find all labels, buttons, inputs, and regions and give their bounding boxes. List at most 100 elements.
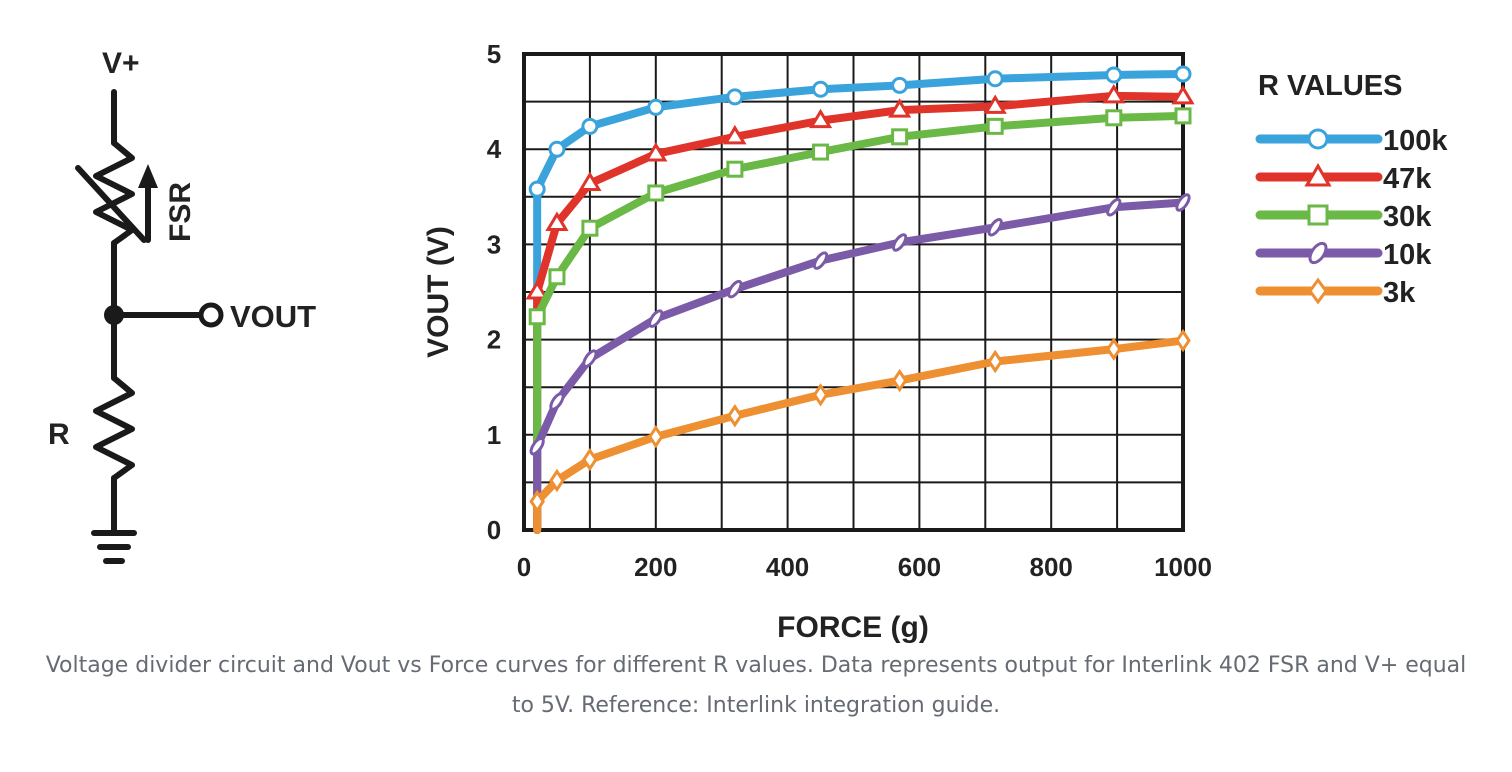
vout-terminal xyxy=(198,302,224,328)
data-point xyxy=(549,392,565,411)
y-tick-label: 1 xyxy=(487,420,501,450)
data-point xyxy=(1307,204,1329,226)
data-point xyxy=(582,349,598,368)
x-tick-labels: 0 200 400 600 800 1000 xyxy=(517,552,1212,582)
plot-frame xyxy=(522,52,1185,532)
legend-item: 30k xyxy=(1255,201,1432,233)
data-point xyxy=(891,368,908,393)
data-point xyxy=(1106,337,1122,361)
data-point xyxy=(578,171,602,191)
y-tick-labels: 0 1 2 3 4 5 xyxy=(487,39,502,545)
series-10k xyxy=(529,193,1191,534)
fsr-variable-arrow xyxy=(75,165,147,243)
data-point xyxy=(1175,193,1191,212)
x-tick-label: 200 xyxy=(634,552,677,582)
series-47k xyxy=(525,83,1195,534)
data-point xyxy=(727,279,743,299)
data-point xyxy=(987,218,1003,237)
series-30k xyxy=(528,107,1192,534)
vout-label: VOUT xyxy=(230,299,316,334)
legend-label: 10k xyxy=(1383,239,1432,271)
data-point xyxy=(812,143,830,161)
data-point xyxy=(1308,241,1328,265)
data-point xyxy=(647,184,665,202)
data-point xyxy=(644,142,668,162)
data-point xyxy=(891,76,909,94)
legend-item: 3k xyxy=(1255,277,1416,309)
series-line xyxy=(533,91,1187,534)
data-point xyxy=(1105,109,1123,127)
legend-item: 10k xyxy=(1255,239,1432,271)
data-point xyxy=(528,180,546,198)
series-line xyxy=(533,111,1187,534)
y-tick-label: 0 xyxy=(487,515,501,545)
legend-label: 100k xyxy=(1383,125,1448,157)
vplus-label: V+ xyxy=(102,47,140,80)
data-point xyxy=(529,489,545,514)
y-tick-label: 2 xyxy=(487,325,501,355)
series-100k xyxy=(528,65,1192,534)
data-point xyxy=(545,211,569,231)
data-point xyxy=(986,117,1004,135)
data-point xyxy=(647,424,664,449)
data-point xyxy=(648,309,664,328)
data-point xyxy=(1308,277,1328,305)
data-point xyxy=(581,219,599,237)
fsr-label: FSR xyxy=(164,182,197,242)
legend: R VALUES 100k 47k 30k 10k 3k xyxy=(1255,70,1448,309)
r-label: R xyxy=(48,418,70,451)
y-tick-label: 5 xyxy=(487,39,501,69)
data-point xyxy=(983,94,1007,114)
legend-label: 47k xyxy=(1383,163,1432,195)
x-tick-label: 600 xyxy=(898,552,941,582)
data-point xyxy=(812,251,829,270)
data-point xyxy=(987,349,1003,374)
data-point xyxy=(647,98,665,116)
data-point xyxy=(812,383,829,407)
data-point xyxy=(1307,128,1329,150)
data-point xyxy=(891,128,909,146)
data-point xyxy=(1174,65,1192,83)
data-point xyxy=(581,117,599,135)
data-point xyxy=(1174,107,1192,125)
circuit-diagram xyxy=(75,89,203,564)
x-tick-label: 0 xyxy=(517,552,531,582)
data-point xyxy=(1175,328,1191,353)
data-point xyxy=(1106,198,1122,217)
data-point xyxy=(1105,66,1123,84)
legend-label: 3k xyxy=(1383,277,1416,309)
fsr-arrow-head xyxy=(138,164,158,188)
data-point xyxy=(727,404,743,428)
legend-item: 47k xyxy=(1255,163,1432,195)
series-lines xyxy=(525,65,1195,534)
data-point xyxy=(808,108,833,129)
data-point xyxy=(1171,84,1195,105)
data-point xyxy=(892,233,908,252)
data-point xyxy=(548,268,566,286)
x-tick-label: 400 xyxy=(766,552,809,582)
data-point xyxy=(726,88,744,106)
data-point xyxy=(548,140,566,158)
x-tick-label: 1000 xyxy=(1154,552,1212,582)
y-tick-label: 4 xyxy=(487,134,502,164)
r-resistor xyxy=(93,375,135,481)
x-axis-label: FORCE (g) xyxy=(777,611,929,644)
y-tick-label: 3 xyxy=(487,229,501,259)
data-point xyxy=(549,468,565,493)
data-point xyxy=(812,80,830,98)
data-point xyxy=(723,124,747,145)
x-tick-label: 800 xyxy=(1030,552,1073,582)
data-point xyxy=(986,70,1004,88)
data-point xyxy=(528,308,546,326)
data-point xyxy=(525,280,549,300)
legend-item: 100k xyxy=(1255,125,1448,157)
chart: 0 200 400 600 800 1000 0 1 2 3 4 5 FORCE (g) VOUT … xyxy=(422,39,1448,644)
legend-label: 30k xyxy=(1383,201,1432,233)
figure-caption: Voltage divider circuit and Vout vs Forc… xyxy=(45,653,1467,718)
data-point xyxy=(726,160,744,178)
data-point xyxy=(582,447,598,472)
data-point xyxy=(1102,83,1126,104)
junction-dot xyxy=(104,305,124,325)
chart-grid xyxy=(524,54,1183,530)
